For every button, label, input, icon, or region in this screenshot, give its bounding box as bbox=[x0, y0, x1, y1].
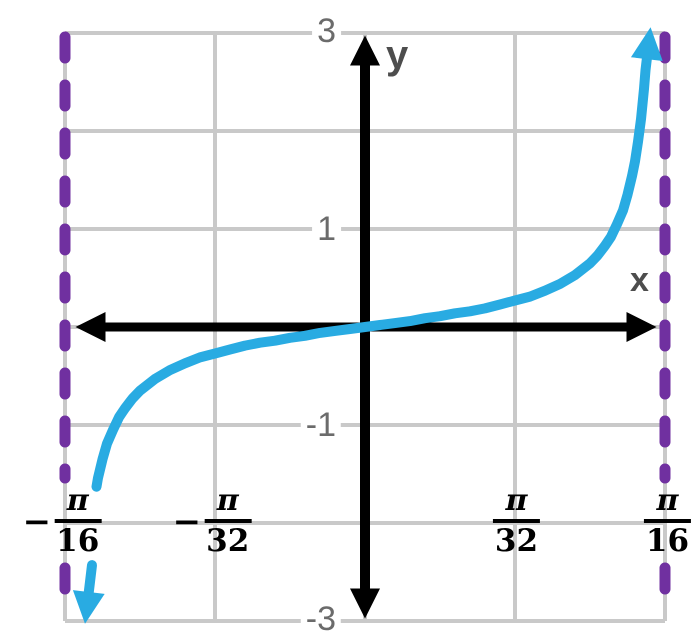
vertical-asymptotes bbox=[59, 31, 671, 620]
fraction-denominator: 16 bbox=[645, 523, 690, 559]
fraction-denominator: 32 bbox=[494, 523, 539, 559]
y-tick-label-neg3: -3 bbox=[300, 601, 341, 637]
curve-left-tail-arrow bbox=[72, 560, 105, 624]
y-tick-label-3: 3 bbox=[312, 13, 341, 49]
fraction-numerator: π bbox=[54, 484, 102, 523]
x-tick-label-neg-pi-16: − π 16 bbox=[23, 484, 102, 559]
fraction-denominator: 16 bbox=[56, 523, 100, 559]
fraction: π 16 bbox=[54, 484, 102, 559]
tangent-curve bbox=[72, 27, 663, 624]
fraction: π 32 bbox=[492, 484, 541, 559]
curve-main-branch bbox=[91, 27, 663, 492]
y-tick-label-neg1: -1 bbox=[300, 407, 341, 443]
fraction-numerator: π bbox=[204, 484, 252, 523]
x-axis-label: x bbox=[630, 261, 649, 299]
y-axis-label: y bbox=[386, 33, 409, 77]
fraction-numerator: π bbox=[643, 484, 692, 523]
x-tick-label-pi-16: π 16 bbox=[641, 484, 692, 559]
y-tick-label-1: 1 bbox=[312, 211, 341, 247]
fraction: π 32 bbox=[204, 484, 252, 559]
x-tick-label-neg-pi-32: − π 32 bbox=[173, 484, 252, 559]
fraction: π 16 bbox=[643, 484, 692, 559]
x-tick-label-pi-32: π 32 bbox=[490, 484, 541, 559]
minus-sign: − bbox=[22, 501, 52, 542]
fraction-denominator: 32 bbox=[206, 523, 250, 559]
fraction-numerator: π bbox=[492, 484, 541, 523]
minus-sign: − bbox=[172, 501, 202, 542]
